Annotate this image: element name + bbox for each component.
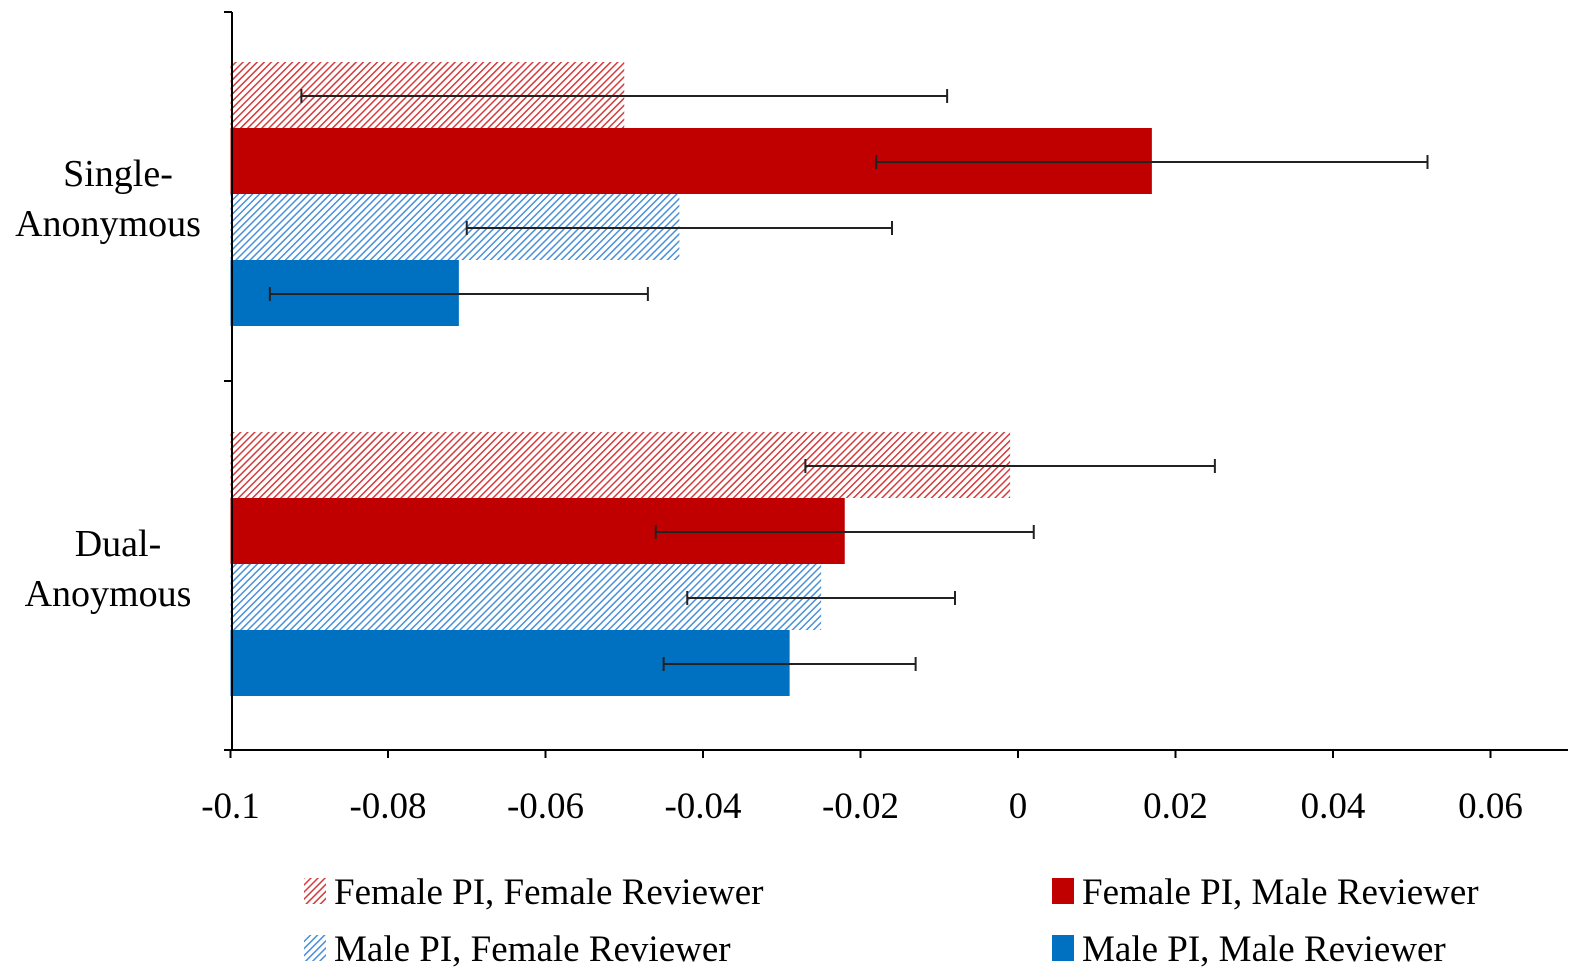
legend-label: Female PI, Female Reviewer [334, 872, 763, 913]
legend: Female PI, Female Reviewer Female PI, Mal… [304, 872, 1479, 970]
legend-label: Female PI, Male Reviewer [1082, 872, 1479, 913]
x-tick-label: -0.02 [822, 786, 899, 827]
x-tick-label: 0.04 [1301, 786, 1366, 827]
error-bar-1-1 [300, 89, 949, 103]
x-tick-label: -0.08 [349, 786, 426, 827]
legend-label: Male PI, Male Reviewer [1082, 929, 1446, 970]
x-tick-label: 0.06 [1458, 786, 1523, 827]
error-bar-1-2 [875, 155, 1429, 169]
category-label-line2: Anonymous [15, 203, 201, 245]
error-bar-2-3 [686, 591, 956, 605]
error-bar-1-4 [268, 287, 649, 301]
axes-layer [224, 11, 1568, 758]
legend-swatch [1052, 878, 1074, 904]
error-bars-layer [268, 89, 1429, 671]
x-tick-label: -0.06 [507, 786, 584, 827]
category-label-line1: Single- [63, 153, 173, 195]
error-bar-2-2 [654, 525, 1035, 539]
category-labels: Single- Anonymous Dual- Anoymous [15, 153, 201, 615]
legend-item: Female PI, Male Reviewer [1052, 872, 1479, 913]
x-tick-label: 0.02 [1143, 786, 1208, 827]
x-tick-label: -0.1 [201, 786, 260, 827]
legend-label: Male PI, Female Reviewer [334, 929, 731, 970]
bars-layer [230, 62, 1152, 696]
category-label-line2: Anoymous [25, 573, 192, 615]
x-tick-labels: -0.1 -0.08 -0.06 -0.04 -0.02 0 0.02 0.04 0.06 [201, 786, 1523, 827]
x-tick-label: 0 [1009, 786, 1028, 827]
error-bar-1-3 [465, 221, 893, 235]
error-bar-2-4 [662, 657, 917, 671]
legend-swatch [1052, 935, 1074, 961]
category-label-line1: Dual- [75, 523, 162, 565]
error-bar-2-1 [804, 459, 1216, 473]
legend-swatch [304, 878, 326, 904]
legend-swatch [304, 935, 326, 961]
legend-item: Male PI, Male Reviewer [1052, 929, 1446, 970]
x-tick-label: -0.04 [664, 786, 741, 827]
legend-item: Male PI, Female Reviewer [304, 929, 731, 970]
legend-item: Female PI, Female Reviewer [304, 872, 763, 913]
